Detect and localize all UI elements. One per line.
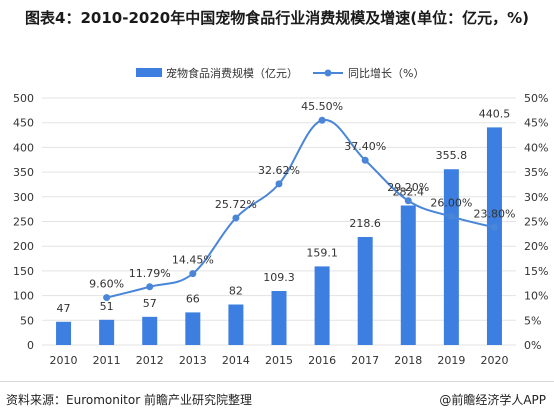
bar [271,291,287,345]
bar-value-label: 57 [143,297,157,310]
bar [357,237,373,345]
x-tick-label: 2019 [437,354,465,367]
growth-point [275,180,283,188]
bar-value-label: 355.8 [436,149,468,162]
y-left-tick-label: 400 [13,141,34,154]
x-tick-label: 2020 [480,354,508,367]
growth-line-path [106,119,495,299]
growth-value-label: 25.72% [215,198,257,211]
chart-area: 宠物食品消费规模（亿元） 同比增长（%） 47 51 57 66 82 109.3 159.1… [0,58,554,380]
growth-value-label: 29.20% [387,181,429,194]
y-right-tick-label: 35% [524,166,548,179]
bar [56,321,72,345]
bar-value-label: 47 [57,302,71,315]
chart-title: 图表4：2010-2020年中国宠物食品行业消费规模及增速(单位：亿元，%) [25,9,529,27]
bar [443,169,459,345]
brand-mark: @前瞻经济学人APP [439,393,546,407]
x-tick-label: 2018 [394,354,422,367]
growth-point [146,283,154,291]
footer-divider [0,381,554,382]
y-left-tick-label: 100 [13,290,34,303]
growth-value-label: 26.00% [430,197,472,210]
bar [99,319,115,345]
growth-value-label: 14.45% [172,254,214,267]
bar [400,205,416,345]
y-right-tick-label: 5% [524,314,541,327]
legend-bar-swatch [136,68,162,77]
legend: 宠物食品消费规模（亿元） 同比增长（%） [136,66,424,80]
footer: 资料来源：Euromonitor 前瞻产业研究院整理 @前瞻经济学人APP [0,385,554,413]
combo-chart: 宠物食品消费规模（亿元） 同比增长（%） 47 51 57 66 82 109.3 159.1… [13,66,548,367]
bar [185,312,201,345]
x-tick-label: 2014 [222,354,250,367]
bar-value-label: 159.1 [306,246,338,259]
source-note: 资料来源：Euromonitor 前瞻产业研究院整理 [6,393,252,407]
bar-value-label: 109.3 [263,271,295,284]
growth-value-label: 45.50% [301,100,343,113]
y-right-tick-label: 50% [524,92,548,105]
bar [142,316,158,345]
growth-point [490,223,498,231]
y-right-tick-label: 0% [524,339,541,352]
bar-value-label: 218.6 [349,217,381,230]
x-tick-label: 2017 [351,354,379,367]
x-tick-label: 2013 [179,354,207,367]
x-tick-label: 2015 [265,354,293,367]
y-left-tick-label: 200 [13,240,34,253]
y-right-tick-label: 45% [524,117,548,130]
y-left-tick-label: 0 [27,339,34,352]
growth-point [103,294,111,302]
y-left-tick-label: 300 [13,191,34,204]
y-left-tick-label: 450 [13,117,34,130]
x-tick-label: 2011 [93,354,121,367]
bar [486,127,502,345]
bar [228,304,244,345]
growth-value-label: 11.79% [129,267,171,280]
x-tick-label: 2012 [136,354,164,367]
y-left-tick-label: 500 [13,92,34,105]
growth-point [189,270,197,278]
y-left-tick-label: 50 [20,314,34,327]
y-right-tick-label: 20% [524,240,548,253]
growth-value-label: 32.62% [258,164,300,177]
x-tick-label: 2010 [50,354,78,367]
y-axis-left: 0 50 100 150 200 250 300 350 400 450 500 [13,92,34,352]
legend-bar-label: 宠物食品消费规模（亿元） [166,66,298,80]
gridlines [42,97,516,346]
legend-line-label: 同比增长（%） [348,66,424,80]
x-axis: 2010 2011 2012 2013 2014 2015 2016 2017 2018 2019… [50,354,509,367]
bar-value-label: 51 [100,300,114,313]
x-tick-label: 2016 [308,354,336,367]
y-left-tick-label: 350 [13,166,34,179]
growth-point [318,116,326,124]
y-right-tick-label: 25% [524,216,548,229]
y-right-tick-label: 15% [524,265,548,278]
y-left-tick-label: 250 [13,216,34,229]
bars [56,127,502,345]
growth-line [103,116,498,302]
growth-point [232,214,240,222]
growth-point [447,213,455,221]
bar [314,266,330,345]
growth-value-label: 23.80% [473,207,515,220]
y-right-tick-label: 30% [524,191,548,204]
growth-labels: 9.60% 11.79%14.45% 25.72% 32.62% 45.50% 37.40… [89,100,515,290]
y-left-tick-label: 150 [13,265,34,278]
bar-value-label: 440.5 [479,107,511,120]
bar-value-label: 82 [229,284,243,297]
growth-point [404,197,412,205]
growth-value-label: 9.60% [89,278,124,291]
bar-value-label: 66 [186,292,200,305]
growth-point [361,156,369,164]
y-axis-right: 0% 5% 10% 15% 20% 25% 30% 35% 40% 45% 50% [524,92,548,352]
legend-line-marker [324,69,332,77]
growth-value-label: 37.40% [344,140,386,153]
y-right-tick-label: 10% [524,290,548,303]
y-right-tick-label: 40% [524,141,548,154]
